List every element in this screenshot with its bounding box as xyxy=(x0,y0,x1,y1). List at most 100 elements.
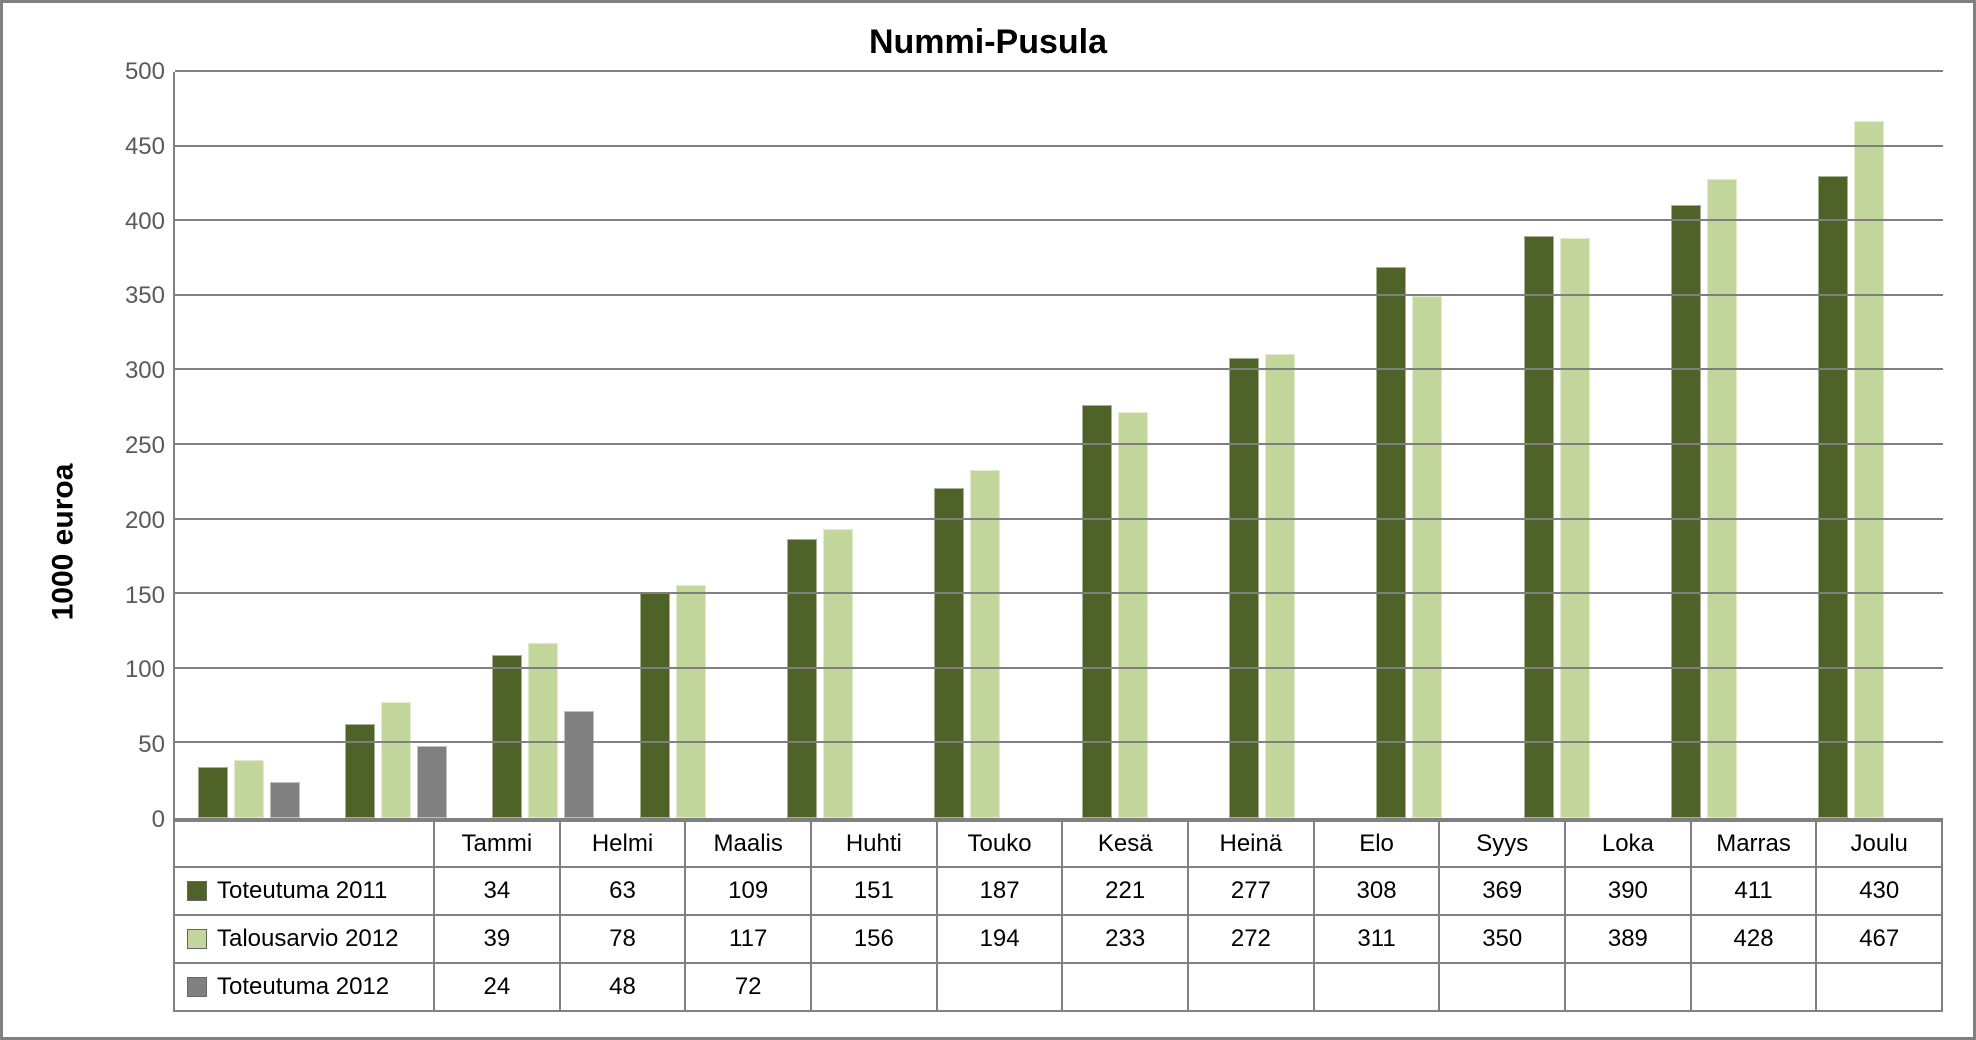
gridline xyxy=(175,443,1943,445)
bar xyxy=(970,470,1000,818)
table-cell: 72 xyxy=(686,964,812,1012)
table-cell: 221 xyxy=(1063,868,1189,916)
bar xyxy=(1412,296,1442,818)
y-tick-label: 0 xyxy=(152,806,165,834)
y-tick-label: 400 xyxy=(125,208,165,236)
table-cell: 151 xyxy=(812,868,938,916)
chart-right-column: 050100150200250300350400450500 TammiHelm… xyxy=(93,72,1943,1012)
table-cell: 467 xyxy=(1817,916,1943,964)
bar xyxy=(823,529,853,818)
table-cell: 350 xyxy=(1440,916,1566,964)
y-tick-label: 250 xyxy=(125,432,165,460)
bar xyxy=(1671,205,1701,818)
table-header-cell: Tammi xyxy=(435,820,561,868)
series-label-cell: Talousarvio 2012 xyxy=(175,916,435,964)
legend-swatch xyxy=(187,977,207,997)
table-header-cell: Syys xyxy=(1440,820,1566,868)
table-cell xyxy=(1315,964,1441,1012)
bar xyxy=(1265,354,1295,818)
table-cell xyxy=(1440,964,1566,1012)
bar xyxy=(1118,412,1148,818)
bar-group xyxy=(764,72,911,818)
bar-group xyxy=(322,72,469,818)
y-tick-label: 300 xyxy=(125,357,165,385)
table-header-cell: Marras xyxy=(1692,820,1818,868)
bar xyxy=(417,746,447,818)
bar-group xyxy=(617,72,764,818)
chart-row: 050100150200250300350400450500 xyxy=(93,72,1943,820)
bar xyxy=(198,767,228,818)
plot-area xyxy=(173,72,1943,820)
table-header-row: TammiHelmiMaalisHuhtiToukoKesäHeinäEloSy… xyxy=(175,820,1943,868)
gridline xyxy=(175,368,1943,370)
y-axis-label: 1000 euroa xyxy=(46,464,80,621)
bar-group xyxy=(175,72,322,818)
table-header-cell: Helmi xyxy=(561,820,687,868)
bar xyxy=(234,760,264,818)
y-axis-label-wrap: 1000 euroa xyxy=(33,72,93,1012)
y-tick-label: 150 xyxy=(125,582,165,610)
gridline xyxy=(175,145,1943,147)
series-name: Toteutuma 2012 xyxy=(217,973,389,1001)
table-cell: 78 xyxy=(561,916,687,964)
bar xyxy=(1707,179,1737,818)
table-cell xyxy=(1063,964,1189,1012)
table-cell xyxy=(812,964,938,1012)
bar xyxy=(1524,236,1554,818)
table-cell: 272 xyxy=(1189,916,1315,964)
gridline xyxy=(175,294,1943,296)
table-cell: 39 xyxy=(435,916,561,964)
table-cell: 390 xyxy=(1566,868,1692,916)
table-cell xyxy=(1189,964,1315,1012)
bar xyxy=(1818,176,1848,818)
bar xyxy=(1854,121,1884,818)
table-row: Toteutuma 201134631091511872212773083693… xyxy=(175,868,1943,916)
y-axis: 050100150200250300350400450500 xyxy=(93,72,173,820)
bar xyxy=(1560,238,1590,818)
table-corner-cell xyxy=(175,820,435,868)
table-header-cell: Loka xyxy=(1566,820,1692,868)
bar-group xyxy=(1501,72,1648,818)
bar-groups xyxy=(175,72,1943,818)
bar xyxy=(564,711,594,818)
legend-swatch xyxy=(187,881,207,901)
series-label-cell: Toteutuma 2012 xyxy=(175,964,435,1012)
table-cell: 117 xyxy=(686,916,812,964)
table-cell: 389 xyxy=(1566,916,1692,964)
bar xyxy=(640,593,670,818)
bar xyxy=(1082,405,1112,818)
series-name: Toteutuma 2011 xyxy=(217,877,387,905)
chart-frame: Nummi-Pusula 1000 euroa 0501001502002503… xyxy=(0,0,1976,1040)
bar-group xyxy=(470,72,617,818)
table-cell: 34 xyxy=(435,868,561,916)
chart-content: 1000 euroa 05010015020025030035040045050… xyxy=(33,72,1943,1012)
table-cell: 109 xyxy=(686,868,812,916)
bar xyxy=(1229,358,1259,818)
y-tick-label: 500 xyxy=(125,58,165,86)
table-cell: 156 xyxy=(812,916,938,964)
series-name: Talousarvio 2012 xyxy=(217,925,398,953)
bar-group xyxy=(912,72,1059,818)
y-tick-label: 350 xyxy=(125,282,165,310)
table-cell: 311 xyxy=(1315,916,1441,964)
bar xyxy=(270,782,300,818)
table-header-cell: Heinä xyxy=(1189,820,1315,868)
gridline xyxy=(175,667,1943,669)
bar-group xyxy=(1796,72,1943,818)
bar xyxy=(787,539,817,818)
table-header-cell: Elo xyxy=(1315,820,1441,868)
bar xyxy=(381,702,411,818)
bar xyxy=(345,724,375,818)
data-table: TammiHelmiMaalisHuhtiToukoKesäHeinäEloSy… xyxy=(173,820,1943,1012)
table-header-cell: Kesä xyxy=(1063,820,1189,868)
table-header-cell: Maalis xyxy=(686,820,812,868)
y-tick-label: 50 xyxy=(138,731,165,759)
chart-title: Nummi-Pusula xyxy=(33,23,1943,62)
y-tick-label: 200 xyxy=(125,507,165,535)
gridline xyxy=(175,219,1943,221)
bar-group xyxy=(1059,72,1206,818)
table-row: Toteutuma 2012244872 xyxy=(175,964,1943,1012)
table-header-cell: Touko xyxy=(938,820,1064,868)
gridline xyxy=(175,70,1943,72)
table-cell: 277 xyxy=(1189,868,1315,916)
